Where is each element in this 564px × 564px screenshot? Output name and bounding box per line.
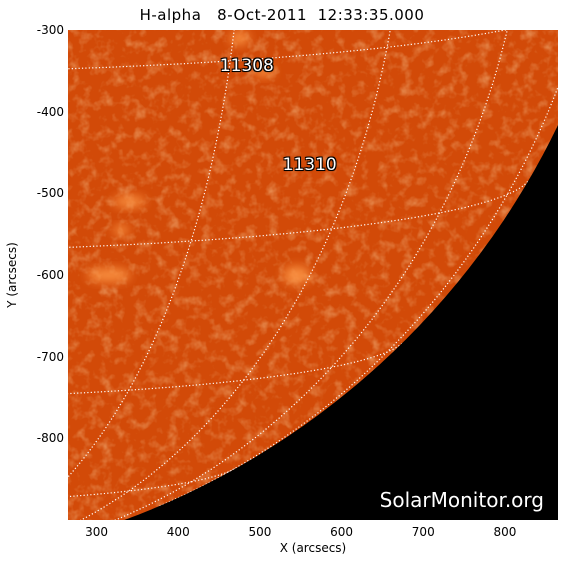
heliographic-grid [68, 30, 558, 520]
solar-image-plot[interactable] [68, 30, 558, 520]
x-axis-label: X (arcsecs) [279, 541, 347, 555]
x-tick-label: 800 [493, 525, 517, 539]
watermark: SolarMonitor.org [379, 488, 544, 512]
x-tick-label: 300 [85, 525, 109, 539]
plage-3 [229, 31, 250, 46]
active-region-label[interactable]: 11308 [219, 55, 274, 76]
x-tick-label: 500 [248, 525, 272, 539]
x-tick-label: 400 [166, 525, 190, 539]
y-tick-label: -500 [36, 186, 64, 201]
image-title: H-alpha 8-Oct-2011 12:33:35.000 [139, 6, 425, 24]
active-region-label[interactable]: 11310 [282, 155, 337, 176]
y-tick-label: -300 [36, 23, 64, 37]
plage-0 [113, 195, 146, 208]
x-tick-label: 600 [330, 525, 354, 539]
y-tick-label: -400 [36, 104, 64, 119]
x-tick-label: 700 [411, 525, 435, 539]
y-axis-label: Y (arcsecs) [5, 242, 19, 308]
y-tick-label: -700 [36, 349, 64, 364]
plage-2 [282, 266, 311, 284]
y-tick-label: -800 [36, 431, 64, 446]
plage-5 [113, 225, 130, 236]
longitude-line [68, 30, 532, 520]
bright-plage-regions [86, 31, 311, 284]
y-tick-label: -600 [36, 268, 64, 282]
plage-4 [254, 64, 274, 77]
plage-1 [86, 268, 131, 282]
latitude-line [68, 30, 558, 73]
latitude-line [68, 343, 403, 400]
